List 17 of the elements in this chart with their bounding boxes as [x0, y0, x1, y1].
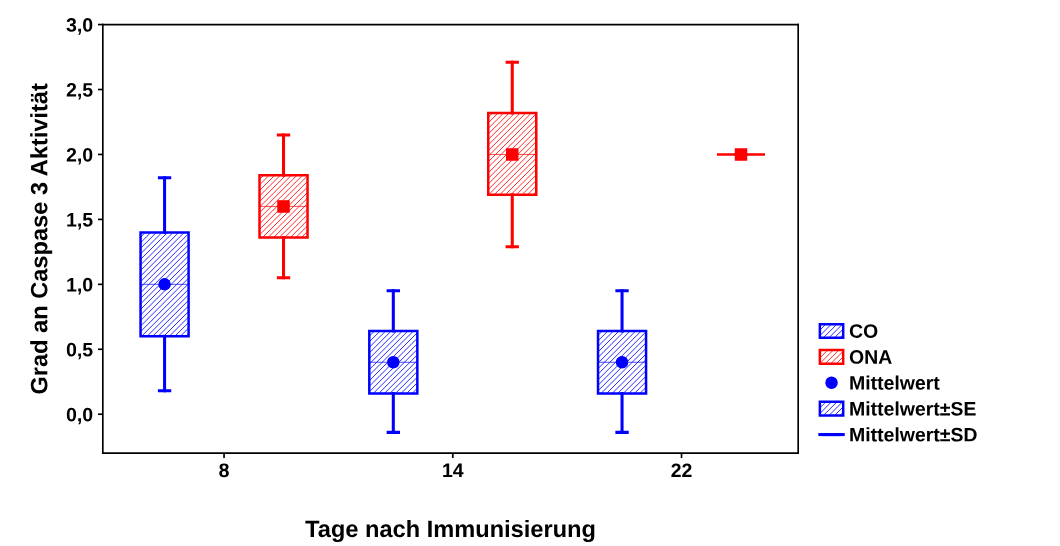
legend-label: CO [849, 324, 878, 338]
x-tick-label: 14 [443, 463, 464, 477]
text: Mittelwert [850, 375, 940, 390]
x-tick-label: 22 [671, 463, 692, 477]
legend-label: ONA [849, 350, 892, 364]
y-tick-label: 0,5 [66, 342, 93, 360]
y-tick-label: 1,5 [67, 213, 93, 230]
y-tick-label: 2,5 [66, 82, 93, 100]
text: Mittelwert±SD [850, 427, 977, 442]
x-tick-label: 8 [219, 463, 229, 478]
x-axis-title: Tage nach Immunisierung [305, 519, 595, 543]
y-tick-label: 0,0 [66, 407, 93, 425]
text: Mittelwert±SE [850, 401, 976, 416]
y-axis-title: Grad an Caspase 3 Aktivität [30, 83, 53, 394]
y-tick-label: 3,0 [66, 18, 93, 35]
y-tick-label: 2,0 [66, 147, 93, 165]
y-tick-label: 1,0 [67, 277, 93, 295]
